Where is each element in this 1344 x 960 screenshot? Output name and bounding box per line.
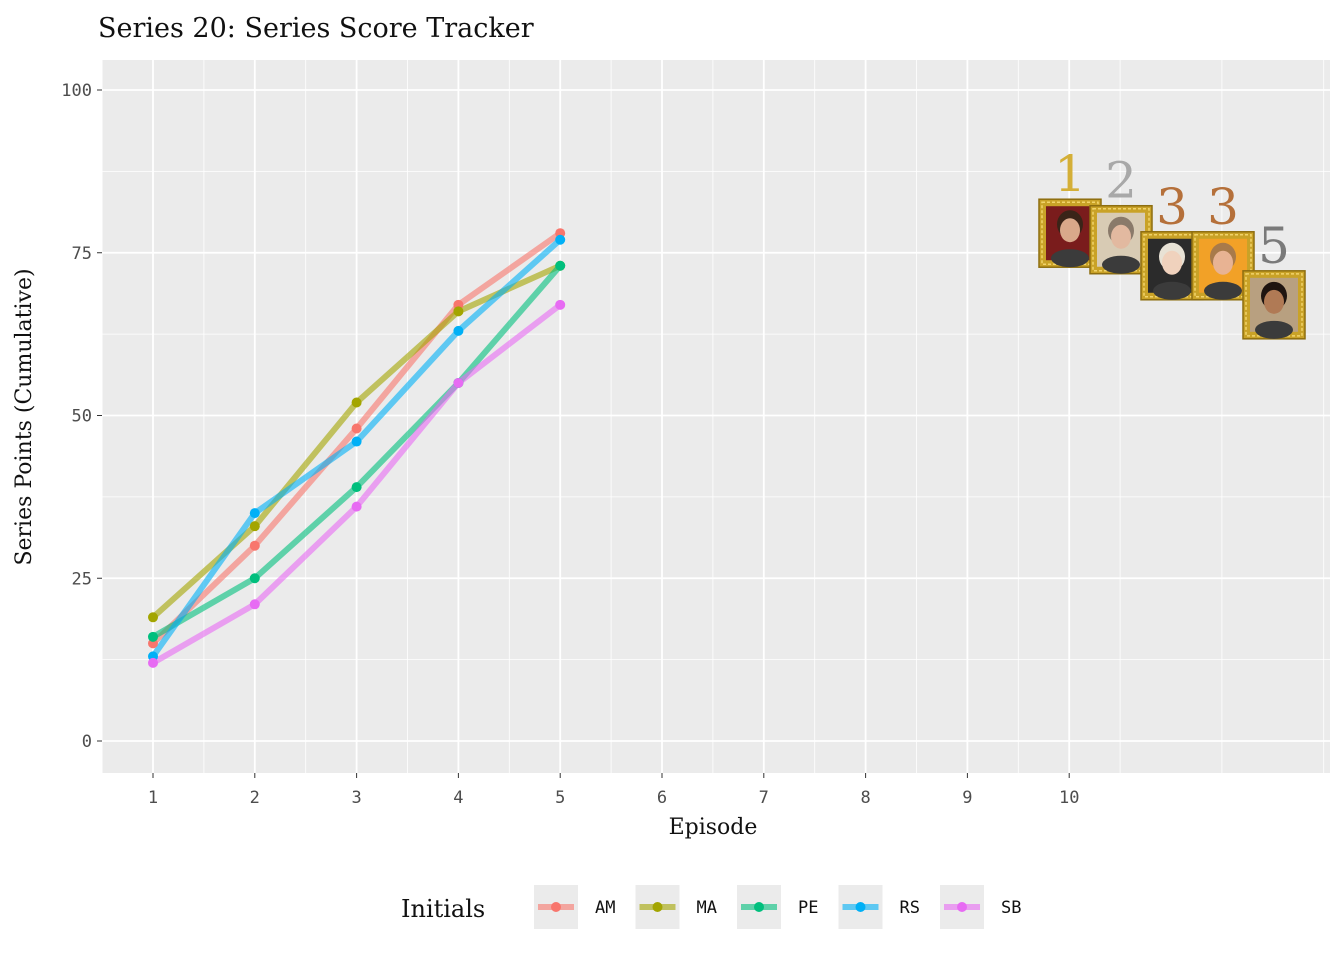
legend-label: SB [1001, 898, 1021, 918]
data-point-pe [555, 260, 566, 271]
legend-item-rs: RS [838, 885, 920, 929]
legend-key-point [957, 902, 967, 912]
legend-key-point [855, 902, 866, 912]
rank-number: 3 [1207, 178, 1239, 236]
data-point-rs [249, 508, 260, 519]
y-tick-label: 75 [72, 244, 92, 264]
y-axis-title: Series Points (Cumulative) [12, 268, 37, 565]
x-tick-label: 1 [148, 788, 158, 808]
legend-key-point [754, 902, 764, 912]
data-point-rs [351, 436, 362, 447]
legend-key-point [652, 902, 663, 912]
x-tick-label: 7 [759, 788, 769, 808]
portrait-face [1060, 218, 1080, 243]
rank-number: 5 [1258, 217, 1290, 275]
data-point-ma [351, 397, 362, 408]
data-point-rs [453, 325, 464, 336]
data-point-ma [453, 306, 464, 317]
portrait-shoulders [1051, 249, 1089, 268]
legend-item-pe: PE [737, 885, 818, 929]
data-point-sb [453, 377, 464, 388]
legend-label: PE [798, 898, 818, 918]
data-point-pe [249, 573, 260, 584]
legend-title: Initials [401, 895, 485, 923]
data-point-ma [249, 521, 260, 532]
portrait-shoulders [1255, 320, 1293, 339]
rank-number: 1 [1054, 145, 1086, 203]
data-point-pe [351, 482, 362, 493]
legend: Initials AM MA PE RS SB [401, 885, 1021, 929]
x-axis-ticks: 1 2 3 4 5 6 7 8 9 10 [148, 773, 1079, 808]
data-point-sb [148, 657, 158, 668]
x-tick-label: 10 [1059, 788, 1079, 808]
y-tick-label: 50 [72, 407, 92, 427]
data-point-rs [555, 234, 566, 245]
portrait-shoulders [1153, 281, 1191, 300]
x-tick-label: 6 [657, 788, 667, 808]
data-point-sb [351, 501, 362, 512]
legend-label: AM [595, 898, 615, 918]
chart-title: Series 20: Series Score Tracker [98, 13, 534, 44]
x-tick-label: 3 [351, 788, 361, 808]
y-tick-label: 0 [82, 732, 92, 752]
series-lines [148, 228, 566, 668]
legend-label: RS [900, 898, 920, 918]
data-point-pe [148, 631, 158, 642]
legend-item-ma: MA [635, 885, 717, 929]
data-point-sb [555, 299, 566, 310]
leaderboard: 1 2 3 35 [1038, 145, 1306, 340]
x-tick-label: 9 [962, 788, 972, 808]
legend-item-am: AM [534, 885, 615, 929]
grid-lines [101, 60, 1330, 773]
rank-number: 3 [1156, 178, 1188, 236]
y-tick-label: 100 [61, 81, 92, 101]
x-tick-label: 5 [555, 788, 565, 808]
leaderboard-entry: 3 [1191, 178, 1255, 301]
leaderboard-entry: 5 [1242, 217, 1306, 340]
y-axis-ticks: 0 25 50 75 100 [61, 81, 102, 752]
x-axis-title: Episode [669, 815, 758, 840]
portrait-face [1162, 250, 1182, 275]
legend-key-point [551, 902, 561, 912]
portrait-face [1264, 289, 1284, 314]
data-point-ma [148, 612, 158, 623]
x-tick-label: 4 [453, 788, 463, 808]
rank-number: 2 [1105, 152, 1137, 210]
data-point-am [351, 423, 362, 434]
legend-item-sb: SB [940, 885, 1021, 929]
legend-label: MA [697, 898, 717, 918]
y-tick-label: 25 [72, 569, 92, 589]
portrait-face [1213, 250, 1233, 275]
x-tick-label: 2 [250, 788, 260, 808]
x-tick-label: 8 [860, 788, 870, 808]
portrait-shoulders [1102, 255, 1140, 274]
data-point-am [249, 540, 260, 551]
data-point-sb [249, 599, 260, 610]
portrait-face [1111, 224, 1131, 249]
plot-panel [102, 60, 1330, 773]
portrait-shoulders [1204, 281, 1242, 300]
